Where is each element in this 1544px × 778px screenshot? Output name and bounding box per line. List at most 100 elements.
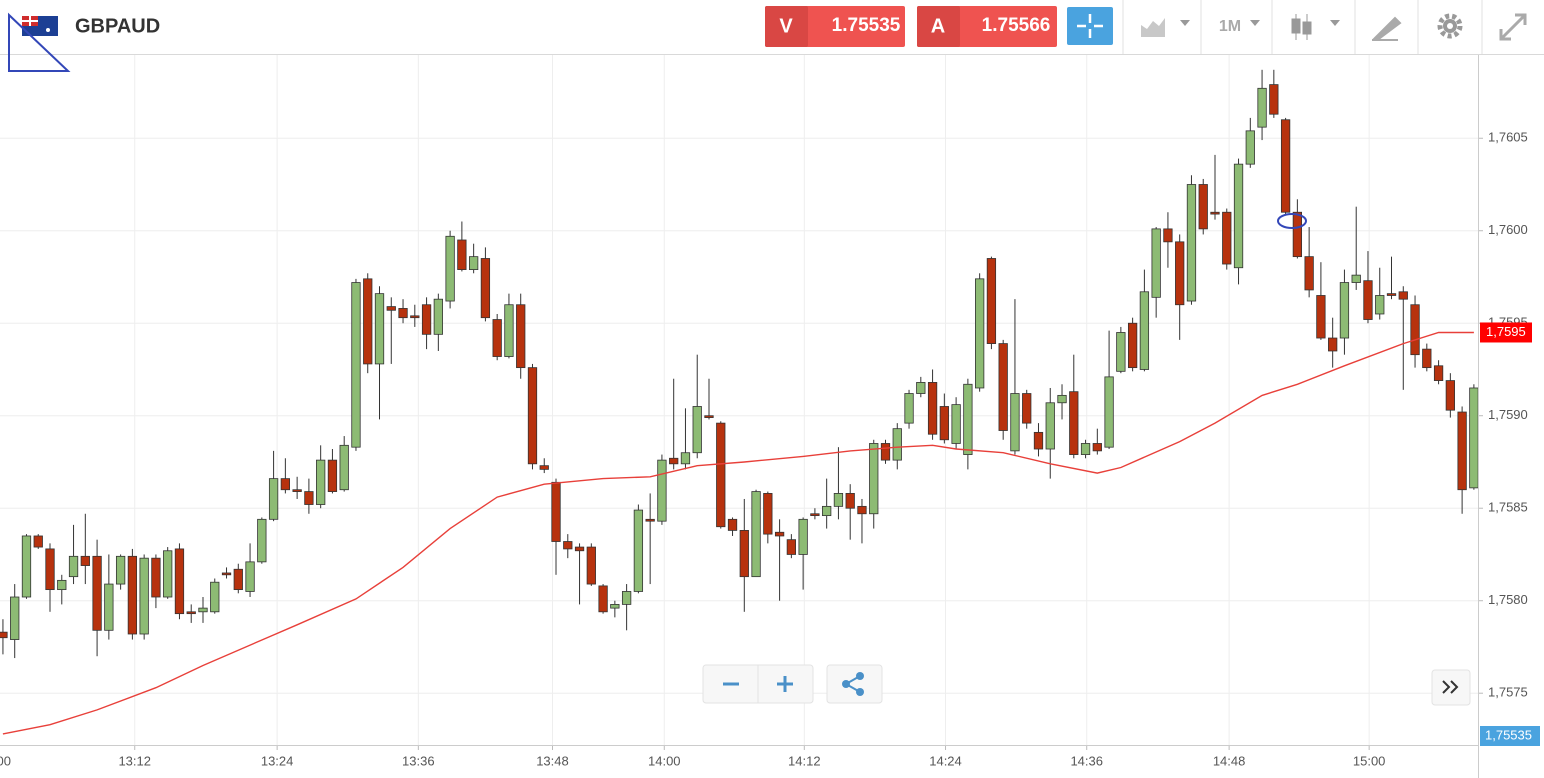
candle-body bbox=[704, 415, 714, 418]
candle-body bbox=[774, 531, 785, 537]
candle-body bbox=[739, 530, 749, 578]
buy-side[interactable] bbox=[917, 6, 960, 47]
candle-body bbox=[1151, 228, 1161, 298]
triangle-drawing bbox=[8, 12, 71, 72]
candle-body bbox=[904, 393, 914, 424]
share-icon[interactable] bbox=[842, 672, 864, 696]
x-tick-label: 14:00 bbox=[648, 753, 681, 768]
sell-price[interactable]: 1.75535 bbox=[832, 15, 901, 36]
fullscreen-button[interactable] bbox=[1499, 13, 1527, 41]
candle-body bbox=[1210, 211, 1220, 215]
candle-body bbox=[363, 278, 373, 365]
candle-body bbox=[68, 555, 79, 578]
icon-body[interactable] bbox=[1302, 21, 1312, 35]
icon-body[interactable] bbox=[1291, 18, 1301, 34]
candle-body bbox=[692, 406, 702, 454]
candle-body bbox=[633, 509, 644, 592]
candle-body bbox=[657, 459, 667, 522]
candle-body bbox=[1269, 84, 1279, 115]
candle-body bbox=[374, 293, 385, 365]
settings-button[interactable] bbox=[1437, 13, 1463, 39]
candle-body bbox=[539, 465, 549, 470]
y-tick-label: 1,7600 bbox=[1488, 222, 1528, 237]
candle-body bbox=[1198, 184, 1208, 230]
dropdown-arrow[interactable] bbox=[1250, 20, 1260, 26]
scroll-end-icon[interactable] bbox=[1442, 680, 1459, 694]
candle-body bbox=[1127, 322, 1138, 369]
zoom-controls bbox=[702, 664, 1471, 706]
candle-body bbox=[951, 404, 961, 444]
buy-button[interactable]: A 1.75566 bbox=[917, 6, 1057, 47]
candle-body bbox=[304, 491, 314, 505]
candle-body bbox=[810, 513, 820, 517]
dropdown-arrow[interactable] bbox=[1180, 20, 1190, 26]
candle-body bbox=[1033, 431, 1044, 450]
draw-tool-button[interactable] bbox=[1372, 16, 1402, 41]
candle-body bbox=[492, 319, 502, 357]
chart-type-icon[interactable] bbox=[1141, 18, 1165, 37]
candle-body bbox=[198, 607, 208, 613]
candle-body bbox=[21, 535, 32, 598]
candle-body bbox=[80, 555, 90, 566]
crosshair-button[interactable] bbox=[1067, 7, 1113, 45]
candle-body bbox=[727, 518, 738, 531]
candle-body bbox=[469, 256, 479, 270]
dropdown-arrow[interactable] bbox=[1330, 20, 1340, 26]
crosshair-bg[interactable] bbox=[1067, 7, 1113, 45]
buy-label[interactable]: A bbox=[931, 15, 945, 37]
crosshair-icon[interactable] bbox=[1077, 14, 1103, 38]
candle-body bbox=[257, 518, 267, 563]
ma-tag-label: 1,7595 bbox=[1486, 324, 1526, 339]
candle-body bbox=[268, 478, 279, 520]
candle-body bbox=[939, 406, 949, 441]
candle-body bbox=[786, 539, 797, 555]
candle-body bbox=[1104, 376, 1114, 448]
sell-side[interactable] bbox=[765, 6, 808, 47]
share-lines[interactable] bbox=[845, 675, 861, 693]
candle-body bbox=[1445, 380, 1455, 411]
candle-body bbox=[586, 546, 596, 585]
candle-body bbox=[880, 443, 891, 461]
candle-body bbox=[1222, 211, 1232, 265]
candles-button[interactable] bbox=[1291, 14, 1340, 40]
candle-body bbox=[174, 548, 185, 615]
scroll-end-box[interactable] bbox=[1431, 669, 1471, 706]
candle-body bbox=[1186, 184, 1197, 302]
candle-body bbox=[1069, 391, 1079, 455]
x-tick-label: 13:48 bbox=[536, 753, 569, 768]
axis-overlay: 1,7575 1,7580 1,7585 1,7590 1,7595 1,7600 1,76… bbox=[0, 55, 1540, 778]
candle-body bbox=[680, 452, 691, 465]
candle-body bbox=[421, 304, 432, 335]
candle-body bbox=[1292, 211, 1303, 258]
candle-body bbox=[398, 308, 408, 319]
candle-body bbox=[10, 596, 20, 640]
candle-body bbox=[186, 611, 196, 615]
candle-body bbox=[104, 583, 114, 631]
candle-body bbox=[1010, 393, 1020, 452]
candle-body bbox=[669, 457, 679, 465]
chart-type-button[interactable] bbox=[1141, 18, 1190, 37]
buy-price[interactable]: 1.75566 bbox=[982, 15, 1051, 36]
candle-body bbox=[833, 493, 844, 507]
candle-body bbox=[351, 282, 361, 448]
sell-label[interactable]: V bbox=[779, 15, 793, 37]
candle-body bbox=[245, 561, 255, 592]
gear-hole[interactable] bbox=[1447, 23, 1453, 29]
share-box[interactable] bbox=[826, 664, 883, 704]
candle-body bbox=[1375, 295, 1385, 315]
gear-teeth[interactable] bbox=[1437, 13, 1463, 39]
candle-body bbox=[0, 631, 8, 639]
timeframe[interactable]: 1M bbox=[1219, 18, 1241, 35]
bid-tag-label: 1,75535 bbox=[1485, 727, 1532, 742]
candle-body bbox=[598, 585, 608, 613]
candle-body bbox=[57, 579, 67, 591]
candle-body bbox=[151, 557, 161, 598]
zoom-in[interactable] bbox=[777, 676, 793, 692]
candle-body bbox=[1057, 394, 1067, 404]
candle-body bbox=[210, 581, 220, 613]
candle-body bbox=[1410, 304, 1420, 356]
plot-area bbox=[0, 55, 1479, 745]
candle-body bbox=[551, 481, 561, 542]
sell-button[interactable]: V 1.75535 bbox=[765, 6, 905, 47]
candle-body bbox=[292, 489, 302, 492]
